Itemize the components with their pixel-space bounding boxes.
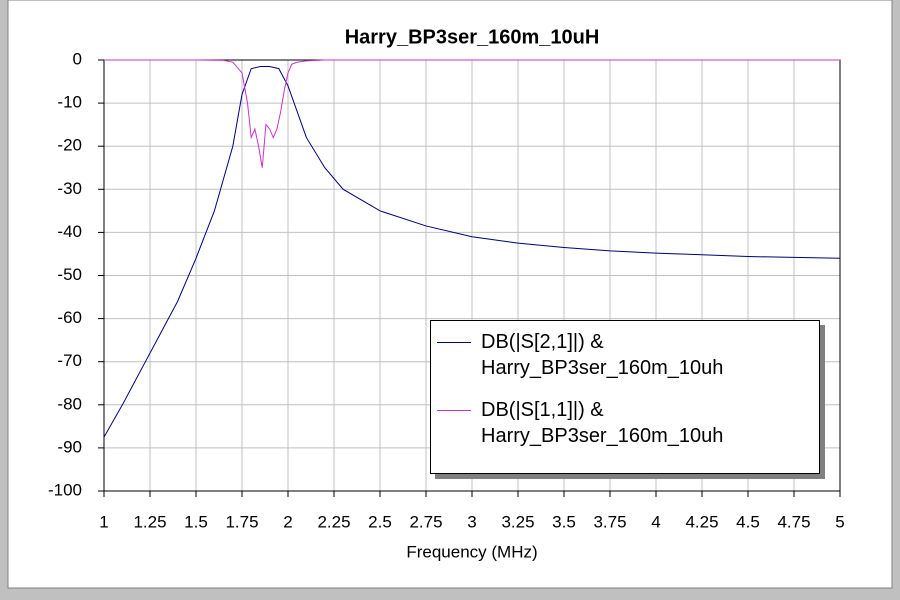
x-tick-label: 4 xyxy=(651,512,660,531)
x-tick-label: 3.75 xyxy=(593,512,626,531)
y-tick-label: -30 xyxy=(57,179,82,198)
series-line xyxy=(104,59,840,168)
x-tick-label: 3.25 xyxy=(501,512,534,531)
x-tick-label: 2 xyxy=(283,512,292,531)
x-axis-label: Frequency (MHz) xyxy=(406,542,537,561)
y-tick-label: -40 xyxy=(57,222,82,241)
y-tick-label: -90 xyxy=(57,437,82,456)
y-tick-label: -50 xyxy=(57,265,82,284)
y-tick-label: -80 xyxy=(57,394,82,413)
x-tick-label: 1 xyxy=(99,512,108,531)
x-tick-label: 1.25 xyxy=(133,512,166,531)
legend-label: DB(|S[2,1]|) & Harry_BP3ser_160m_10uh xyxy=(481,331,724,379)
x-tick-label: 4.25 xyxy=(685,512,718,531)
x-tick-label: 3.5 xyxy=(552,512,576,531)
legend-entry: DB(|S[2,1]|) & Harry_BP3ser_160m_10uh xyxy=(437,329,801,381)
y-tick-label: -20 xyxy=(57,136,82,155)
legend-entry: DB(|S[1,1]|) & Harry_BP3ser_160m_10uh xyxy=(437,397,801,449)
x-tick-label: 1.75 xyxy=(225,512,258,531)
chart-title: Harry_BP3ser_160m_10uH xyxy=(345,26,600,48)
x-tick-label: 3 xyxy=(467,512,476,531)
x-tick-label: 4.75 xyxy=(777,512,810,531)
panel xyxy=(7,0,893,589)
y-tick-label: -100 xyxy=(48,480,82,499)
x-tick-label: 2.5 xyxy=(368,512,392,531)
y-tick-label: -60 xyxy=(57,308,82,327)
x-tick-label: 5 xyxy=(835,512,844,531)
legend-label: DB(|S[1,1]|) & Harry_BP3ser_160m_10uh xyxy=(481,399,724,447)
x-tick-label: 1.5 xyxy=(184,512,208,531)
x-tick-label: 4.5 xyxy=(736,512,760,531)
series-line xyxy=(103,65,841,438)
y-tick-label: 0 xyxy=(73,49,82,68)
y-tick-label: -10 xyxy=(57,93,82,112)
x-tick-label: 2.75 xyxy=(409,512,442,531)
legend: DB(|S[2,1]|) & Harry_BP3ser_160m_10uh DB(… xyxy=(430,320,820,474)
y-tick-label: -70 xyxy=(57,351,82,370)
x-tick-label: 2.25 xyxy=(317,512,350,531)
legend-swatch xyxy=(437,410,471,411)
legend-swatch xyxy=(437,342,471,343)
